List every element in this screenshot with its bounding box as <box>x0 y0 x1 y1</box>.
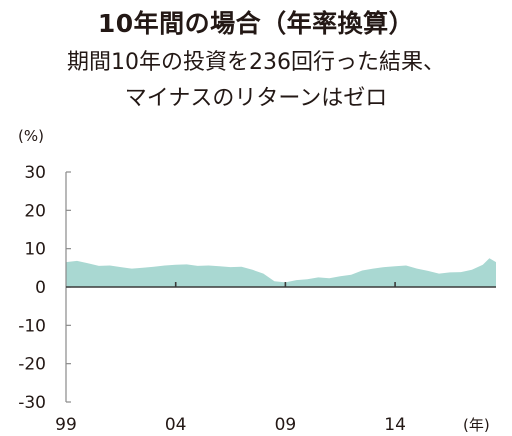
x-axis-ticks: 99 04 09 14 <box>55 415 406 435</box>
y-axis-ticks: 30 20 10 0 -10 -20 -30 <box>18 163 71 413</box>
y-tick-label: -20 <box>18 355 46 375</box>
chart-subtitle-line2: マイナスのリターンはゼロ <box>124 86 388 111</box>
x-tick-label: 99 <box>55 415 77 435</box>
x-unit-label: (年) <box>463 416 490 434</box>
y-unit-label: (%) <box>18 127 44 145</box>
chart-title: 10年間の場合（年率換算） <box>97 9 415 38</box>
x-tick-label: 14 <box>384 415 406 435</box>
x-tick-label: 04 <box>165 415 187 435</box>
baseline-ticks <box>174 282 396 287</box>
y-tick-label: 0 <box>35 278 46 298</box>
y-tick-label: -30 <box>18 393 46 413</box>
y-tick-label: 20 <box>24 201 46 221</box>
x-tick-label: 09 <box>275 415 297 435</box>
y-tick-label: -10 <box>18 316 46 336</box>
return-area <box>66 258 496 287</box>
y-tick-label: 10 <box>24 240 46 260</box>
y-tick-label: 30 <box>24 163 46 183</box>
chart-subtitle-line1: 期間10年の投資を236回行った結果、 <box>67 50 445 75</box>
